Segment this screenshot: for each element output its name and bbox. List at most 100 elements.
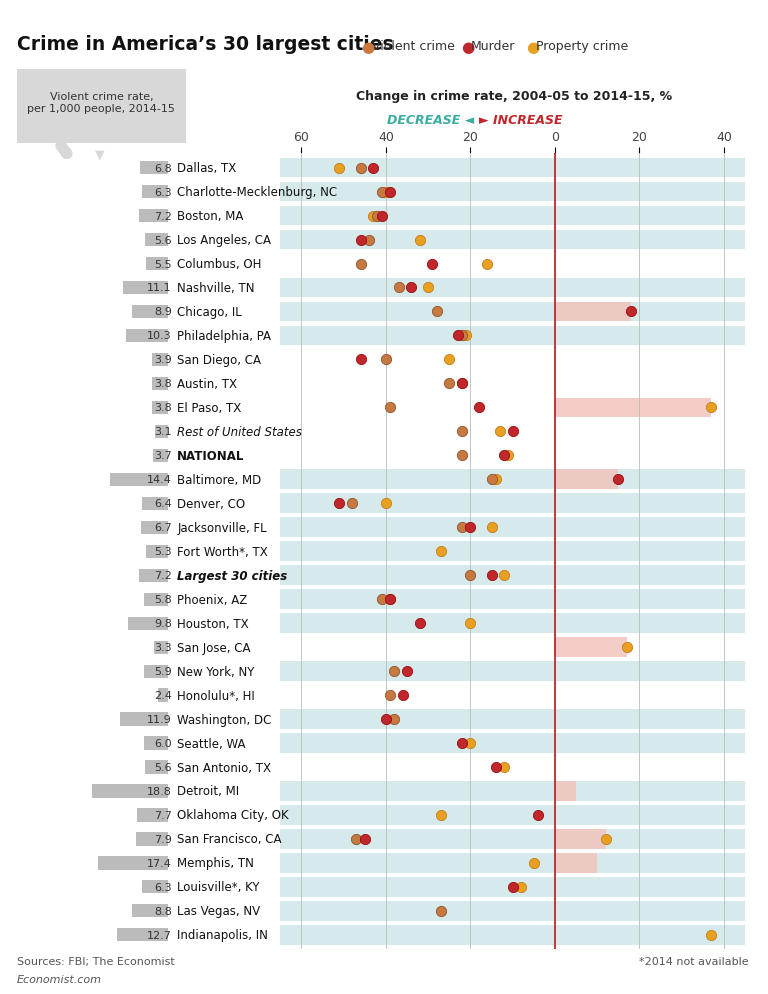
Point [455,424,468,440]
Point [379,185,392,201]
Bar [280,183,745,202]
Text: DECREASE ◄: DECREASE ◄ [387,114,475,127]
Text: Detroit, MI: Detroit, MI [177,784,240,797]
Text: ▼: ▼ [95,148,104,161]
Text: 5.8: 5.8 [154,594,172,604]
Point [406,280,418,296]
Text: 11.1: 11.1 [147,283,172,293]
Bar [110,473,168,486]
Bar [145,234,168,247]
Point [455,376,468,392]
Text: San Antonio, TX: San Antonio, TX [177,760,271,773]
Point [531,807,544,823]
Point [481,256,493,272]
Point [384,400,396,415]
Text: Nashville, TN: Nashville, TN [177,281,255,294]
Text: 3.3: 3.3 [154,642,172,652]
Text: Washington, DC: Washington, DC [177,713,272,726]
Text: Sources: FBI; The Economist: Sources: FBI; The Economist [17,956,174,966]
Text: 3.7: 3.7 [154,451,172,461]
Point [371,209,383,225]
Bar [120,713,168,726]
Point [333,160,346,176]
Point [460,328,472,344]
Point [443,376,455,392]
Bar [136,833,168,846]
Bar [144,665,168,678]
Point [621,639,633,655]
Point [705,400,717,415]
Point [384,185,396,201]
Text: Phoenix, AZ: Phoenix, AZ [177,593,247,606]
Text: 3.9: 3.9 [154,355,172,365]
Text: Economist.com: Economist.com [17,974,102,984]
Text: 3.8: 3.8 [154,379,172,389]
Text: 10.3: 10.3 [147,331,172,341]
Point [498,448,510,464]
Point [464,520,476,536]
Bar [280,877,745,897]
Point [435,544,447,560]
Text: Houston, TX: Houston, TX [177,617,249,630]
Bar [280,734,745,753]
Bar [154,641,168,654]
Point [612,472,624,488]
Point [376,185,388,201]
Bar [280,829,745,849]
Text: 5.5: 5.5 [154,259,172,269]
Bar [280,902,745,920]
Text: San Jose, CA: San Jose, CA [177,641,251,654]
Point [455,520,468,536]
Point [355,256,367,272]
Bar [280,470,745,490]
Bar [153,378,168,391]
Text: Memphis, TN: Memphis, TN [177,857,254,870]
Bar [280,566,745,585]
Bar [123,281,168,295]
Text: 8.8: 8.8 [154,906,172,915]
Bar [153,449,168,462]
Point [455,376,468,392]
Point [507,879,519,895]
Text: 17.4: 17.4 [147,858,172,868]
Point [388,712,401,728]
Point [430,304,442,320]
Point [413,233,425,248]
Text: 9.8: 9.8 [154,618,172,628]
Text: 7.2: 7.2 [154,571,172,580]
Bar [146,257,168,270]
Point [426,256,439,272]
Text: Charlotte-Mecklenburg, NC: Charlotte-Mecklenburg, NC [177,186,337,199]
Point [464,615,476,631]
Bar [280,662,745,681]
Bar [141,162,168,175]
Bar [92,784,168,798]
Bar [554,638,627,657]
Bar [280,302,745,322]
Point [388,663,401,679]
Point [452,328,464,344]
Point [346,496,358,512]
Point [359,831,371,847]
Text: Jacksonville, FL: Jacksonville, FL [177,521,267,534]
Point [494,424,506,440]
Bar [128,617,168,630]
Text: 7.2: 7.2 [154,212,172,222]
Text: Fort Worth*, TX: Fort Worth*, TX [177,545,268,559]
Bar [554,781,576,801]
Point [392,280,405,296]
Text: Crime in America’s 30 largest cities: Crime in America’s 30 largest cities [17,35,393,54]
Text: Murder: Murder [471,40,515,53]
Bar [142,881,168,894]
Text: Denver, CO: Denver, CO [177,497,246,510]
Point [422,280,434,296]
Point [362,233,375,248]
Text: 18.8: 18.8 [147,786,172,796]
Text: ► INCREASE: ► INCREASE [479,114,563,127]
Point [464,736,476,751]
Point [498,759,510,775]
Text: 5.6: 5.6 [154,236,172,246]
Text: Honolulu*, HI: Honolulu*, HI [177,689,255,702]
Bar [280,613,745,633]
Point [355,233,367,248]
